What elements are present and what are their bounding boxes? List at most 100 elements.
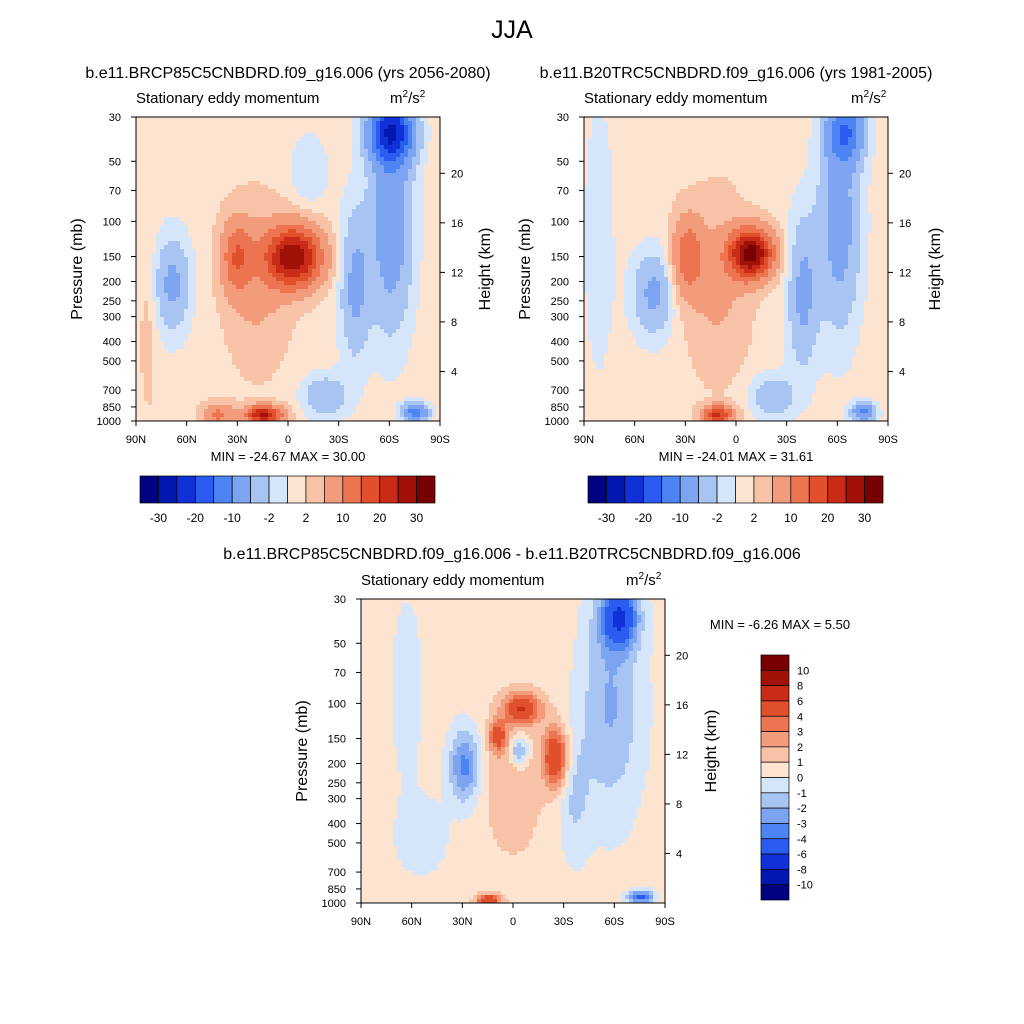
heatmap-cell: [420, 269, 425, 274]
heatmap-cell: [156, 257, 161, 262]
heatmap-cell: [316, 309, 321, 314]
heatmap-cell: [340, 361, 345, 366]
heatmap-cell: [164, 209, 169, 214]
heatmap-cell: [316, 289, 321, 294]
heatmap-cell: [160, 329, 165, 334]
heatmap-cell: [328, 157, 333, 162]
heatmap-cell: [204, 169, 209, 174]
heatmap-cell: [152, 173, 157, 178]
heatmap-cell: [156, 369, 161, 374]
heatmap-cell: [432, 153, 437, 158]
heatmap-cell: [188, 137, 193, 142]
heatmap-cell: [188, 197, 193, 202]
heatmap-cell: [320, 293, 325, 298]
heatmap-cell: [244, 269, 249, 274]
heatmap-cell: [380, 213, 385, 218]
heatmap-cell: [396, 353, 401, 358]
heatmap-cell: [216, 137, 221, 142]
heatmap-cell: [424, 357, 429, 362]
heatmap-cell: [148, 165, 153, 170]
heatmap-cell: [204, 357, 209, 362]
heatmap-cell: [228, 133, 233, 138]
heatmap-cell: [284, 165, 289, 170]
heatmap-cell: [228, 313, 233, 318]
heatmap-cell: [264, 229, 269, 234]
heatmap-cell: [156, 321, 161, 326]
heatmap-cell: [208, 249, 213, 254]
heatmap-cell: [156, 225, 161, 230]
heatmap-cell: [408, 361, 413, 366]
heatmap-cell: [248, 117, 253, 122]
heatmap-cell: [288, 289, 293, 294]
heatmap-cell: [336, 125, 341, 130]
heatmap-cell: [204, 349, 209, 354]
heatmap-cell: [248, 333, 253, 338]
heatmap-cell: [396, 361, 401, 366]
heatmap-cell: [160, 217, 165, 222]
heatmap-cell: [192, 349, 197, 354]
heatmap-cell: [376, 321, 381, 326]
heatmap-cell: [240, 165, 245, 170]
heatmap-cell: [220, 341, 225, 346]
heatmap-cell: [268, 233, 273, 238]
heatmap-cell: [436, 201, 440, 206]
heatmap-cell: [420, 145, 425, 150]
heatmap-cell: [240, 121, 245, 126]
heatmap-cell: [220, 245, 225, 250]
heatmap-cell: [148, 333, 153, 338]
heatmap-cell: [144, 289, 149, 294]
heatmap-cell: [148, 349, 153, 354]
heatmap-cell: [180, 377, 185, 382]
heatmap-cell: [268, 309, 273, 314]
heatmap-cell: [364, 309, 369, 314]
heatmap-cell: [404, 225, 409, 230]
heatmap-cell: [436, 277, 440, 282]
heatmap-cell: [180, 185, 185, 190]
heatmap-cell: [280, 221, 285, 226]
heatmap-cell: [364, 345, 369, 350]
heatmap-cell: [272, 213, 277, 218]
heatmap-cell: [424, 373, 429, 378]
heatmap-cell: [216, 297, 221, 302]
heatmap-cell: [328, 281, 333, 286]
heatmap-cell: [160, 317, 165, 322]
heatmap-cell: [372, 197, 377, 202]
heatmap-cell: [280, 157, 285, 162]
heatmap-cell: [168, 333, 173, 338]
heatmap-cell: [224, 121, 229, 126]
heatmap-cell: [308, 181, 313, 186]
heatmap-cell: [312, 321, 317, 326]
heatmap-cell: [368, 161, 373, 166]
heatmap-cell: [168, 293, 173, 298]
heatmap-cell: [188, 153, 193, 158]
heatmap-cell: [380, 345, 385, 350]
heatmap-cell: [196, 149, 201, 154]
heatmap-cell: [316, 201, 321, 206]
heatmap-cell: [308, 293, 313, 298]
heatmap-cell: [184, 345, 189, 350]
heatmap-cell: [264, 141, 269, 146]
heatmap-cell: [188, 177, 193, 182]
heatmap-cell: [264, 361, 269, 366]
heatmap-cell: [160, 129, 165, 134]
heatmap-cell: [196, 321, 201, 326]
heatmap-cell: [356, 173, 361, 178]
heatmap-cell: [240, 177, 245, 182]
heatmap-cell: [356, 189, 361, 194]
heatmap-cell: [184, 257, 189, 262]
heatmap-cell: [372, 341, 377, 346]
heatmap-cell: [324, 321, 329, 326]
heatmap-cell: [300, 141, 305, 146]
heatmap-cell: [172, 233, 177, 238]
heatmap-cell: [224, 329, 229, 334]
heatmap-cell: [252, 125, 257, 130]
heatmap-cell: [232, 125, 237, 130]
heatmap-cell: [212, 129, 217, 134]
heatmap-cell: [396, 301, 401, 306]
heatmap-cell: [380, 369, 385, 374]
heatmap-cell: [152, 357, 157, 362]
heatmap-cell: [152, 185, 157, 190]
heatmap-cell: [368, 281, 373, 286]
heatmap-cell: [192, 333, 197, 338]
heatmap-cell: [304, 149, 309, 154]
